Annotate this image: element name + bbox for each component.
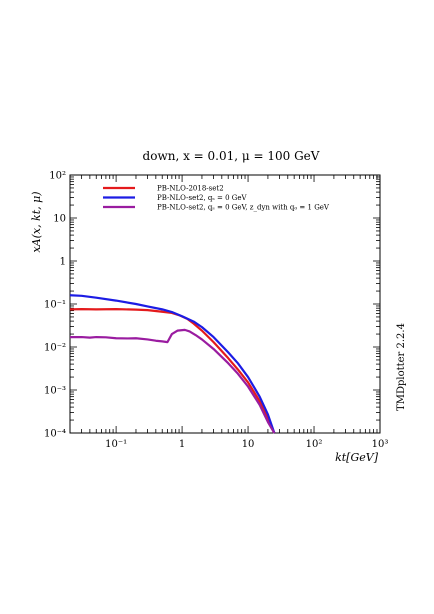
y-axis-label: xA(x, kt, μ) [30, 191, 43, 252]
side-label: TMDplotter 2.2.4 [396, 323, 407, 411]
plot-frame [69, 174, 381, 434]
x-tick-label: 10 [242, 439, 255, 450]
y-tick-label: 10² [49, 171, 66, 182]
x-axis-label: kt[GeV] [335, 451, 379, 464]
axis-ticks [69, 175, 381, 434]
y-tick-label: 10⁻⁴ [44, 429, 66, 440]
y-tick-label: 10⁻¹ [44, 300, 66, 311]
y-tick-label: 10⁻³ [44, 386, 66, 397]
x-tick-label: 1 [179, 439, 185, 450]
series-line-3 [70, 328, 276, 434]
legend-label-2: PB-NLO-set2, qₛ = 0 GeV [157, 194, 248, 202]
chart-title: down, x = 0.01, μ = 100 GeV [143, 149, 320, 163]
x-tick-label: 10⁻¹ [105, 439, 127, 450]
y-tick-label: 10⁻² [44, 343, 66, 354]
y-tick-label: 10 [53, 214, 66, 225]
y-tick-label: 1 [60, 257, 66, 268]
series-group [69, 294, 276, 434]
legend-label-1: PB-NLO-2018-set2 [157, 185, 224, 193]
x-tick-label: 10² [306, 439, 323, 450]
series-line-2 [69, 294, 276, 434]
x-tick-label: 10³ [372, 439, 389, 450]
legend-label-3: PB-NLO-set2, qₛ = 0 GeV, z_dyn with q₀ =… [157, 204, 330, 212]
tick-labels: 10⁻¹ 1 10 10² 10³ 10⁻⁴ 10⁻³ 10⁻² 10⁻¹ 1 10 10² [44, 171, 388, 451]
